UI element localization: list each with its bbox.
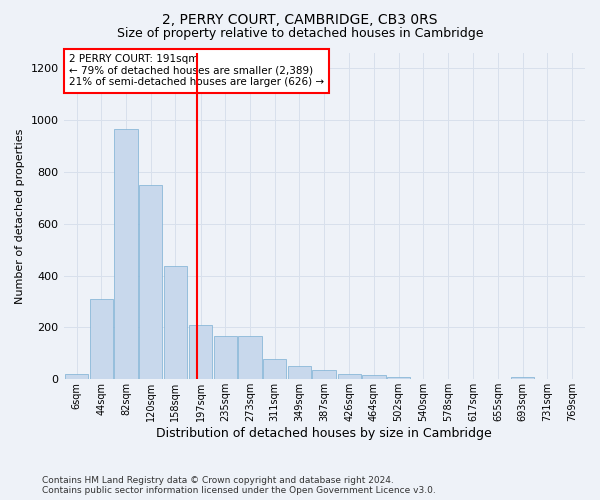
Bar bbox=[65, 374, 88, 380]
Bar bbox=[312, 370, 335, 380]
Text: 2, PERRY COURT, CAMBRIDGE, CB3 0RS: 2, PERRY COURT, CAMBRIDGE, CB3 0RS bbox=[162, 12, 438, 26]
Y-axis label: Number of detached properties: Number of detached properties bbox=[15, 128, 25, 304]
Bar bbox=[238, 336, 262, 380]
Bar bbox=[338, 374, 361, 380]
Bar bbox=[287, 366, 311, 380]
Bar bbox=[189, 325, 212, 380]
Bar bbox=[263, 358, 286, 380]
Bar bbox=[139, 185, 162, 380]
Text: Size of property relative to detached houses in Cambridge: Size of property relative to detached ho… bbox=[117, 28, 483, 40]
Text: 2 PERRY COURT: 191sqm
← 79% of detached houses are smaller (2,389)
21% of semi-d: 2 PERRY COURT: 191sqm ← 79% of detached … bbox=[69, 54, 324, 88]
Bar bbox=[164, 266, 187, 380]
X-axis label: Distribution of detached houses by size in Cambridge: Distribution of detached houses by size … bbox=[157, 427, 492, 440]
Bar bbox=[362, 376, 386, 380]
Bar bbox=[387, 376, 410, 380]
Bar bbox=[114, 129, 137, 380]
Bar bbox=[214, 336, 237, 380]
Text: Contains public sector information licensed under the Open Government Licence v3: Contains public sector information licen… bbox=[42, 486, 436, 495]
Bar bbox=[511, 376, 535, 380]
Bar bbox=[89, 299, 113, 380]
Text: Contains HM Land Registry data © Crown copyright and database right 2024.: Contains HM Land Registry data © Crown c… bbox=[42, 476, 394, 485]
